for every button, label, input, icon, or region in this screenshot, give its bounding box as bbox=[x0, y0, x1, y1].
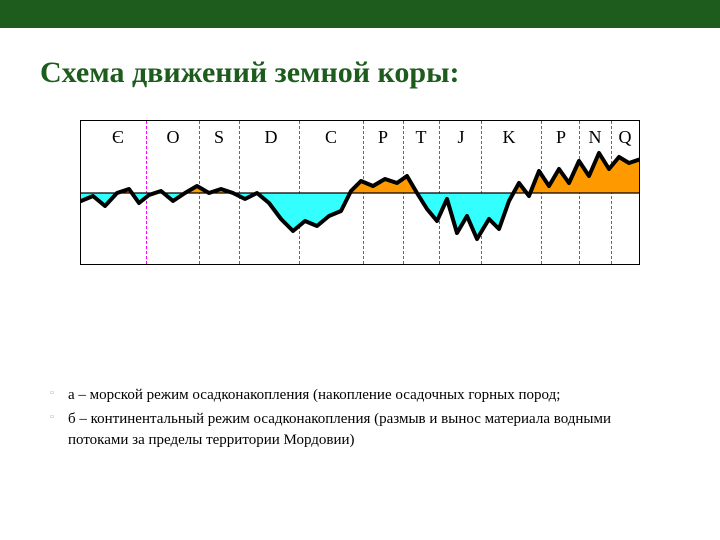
period-label: P bbox=[556, 127, 566, 148]
crust-movement-chart: Є O S D C P T J K P NQ bbox=[80, 120, 640, 265]
period-label: T bbox=[416, 127, 427, 148]
curve-stroke bbox=[81, 153, 640, 239]
period-label: N bbox=[589, 127, 602, 148]
legend-item-b: б – континентальный режим осадконакоплен… bbox=[50, 409, 670, 450]
period-label: K bbox=[503, 127, 516, 148]
period-label: O bbox=[167, 127, 180, 148]
period-label: C bbox=[325, 127, 337, 148]
period-label: Є bbox=[112, 127, 124, 148]
period-label: S bbox=[214, 127, 224, 148]
legend-list: а – морской режим осадконакопления (нако… bbox=[50, 385, 670, 450]
legend-item-a: а – морской режим осадконакопления (нако… bbox=[50, 385, 670, 405]
period-label: P bbox=[378, 127, 388, 148]
page-title: Схема движений земной коры: bbox=[0, 28, 720, 110]
marine-fill bbox=[233, 193, 350, 231]
period-label: J bbox=[457, 127, 464, 148]
period-label: Q bbox=[619, 127, 632, 148]
period-label: D bbox=[265, 127, 278, 148]
header-bar bbox=[0, 0, 720, 28]
